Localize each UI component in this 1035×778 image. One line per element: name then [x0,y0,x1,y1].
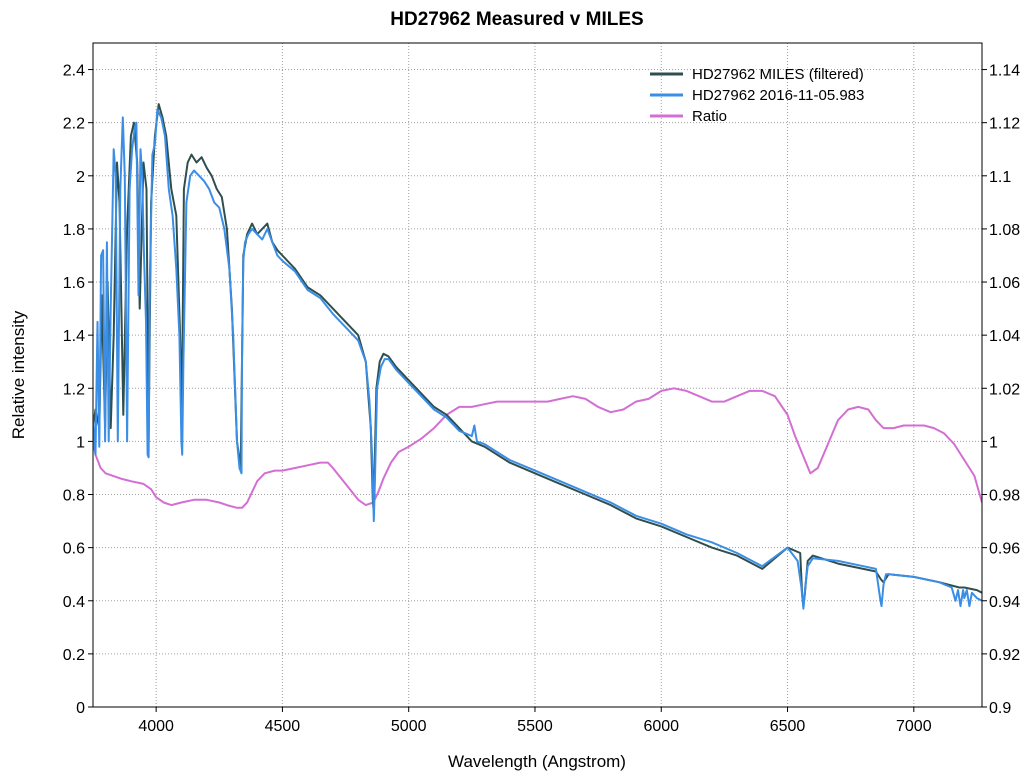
y-tick-label: 0.2 [63,647,85,664]
x-tick-label: 7000 [896,718,932,735]
y2-tick-label: 1.06 [989,275,1020,292]
y2-tick-label: 0.9 [989,700,1011,717]
y-tick-label: 2 [76,169,85,186]
y-axis-label: Relative intensity [9,310,28,439]
y-tick-label: 2.2 [63,116,85,133]
legend-label: HD27962 MILES (filtered) [692,66,864,83]
y-tick-label: 0.4 [63,594,85,611]
series-layer [93,103,982,610]
tick-layer: 4000 4500 5000 5500 6000 6500 7000 0 0.2 0.4 0.6 0.… [63,63,1020,735]
series-line-2 [93,108,982,610]
y-tick-label: 0.6 [63,541,85,558]
x-tick-label: 6000 [643,718,679,735]
y-tick-label: 1.4 [63,328,85,345]
y2-tick-label: 0.98 [989,488,1020,505]
y-tick-label: 0 [76,700,85,717]
y-tick-label: 1 [76,434,85,451]
x-tick-label: 5500 [517,718,553,735]
y2-tick-label: 1.1 [989,169,1011,186]
y2-tick-label: 0.94 [989,594,1020,611]
legend-label: Ratio [692,108,727,125]
x-tick-label: 6500 [770,718,806,735]
y2-tick-label: 0.92 [989,647,1020,664]
legend: HD27962 MILES (filtered) HD27962 2016-11-… [650,66,864,125]
chart-title: HD27962 Measured v MILES [390,9,643,30]
series-line-1 [93,103,982,608]
y-tick-label: 1.2 [63,381,85,398]
y-tick-label: 0.8 [63,488,85,505]
x-tick-label: 4500 [265,718,301,735]
y2-tick-label: 1.04 [989,328,1020,345]
y2-tick-label: 1.14 [989,63,1020,80]
y-tick-label: 1.8 [63,222,85,239]
y2-tick-label: 1.08 [989,222,1020,239]
y2-tick-label: 1.12 [989,116,1020,133]
y2-tick-label: 1.02 [989,381,1020,398]
y-tick-label: 2.4 [63,63,85,80]
y-tick-label: 1.6 [63,275,85,292]
series-line-3 [93,387,982,509]
x-tick-label: 4000 [138,718,174,735]
plot-frame [92,42,983,708]
y2-tick-label: 1 [989,434,998,451]
x-tick-label: 5000 [391,718,427,735]
legend-label: HD27962 2016-11-05.983 [692,87,864,104]
x-axis-label: Wavelength (Angstrom) [448,752,626,771]
y2-tick-label: 0.96 [989,541,1020,558]
grid-layer [93,43,982,708]
